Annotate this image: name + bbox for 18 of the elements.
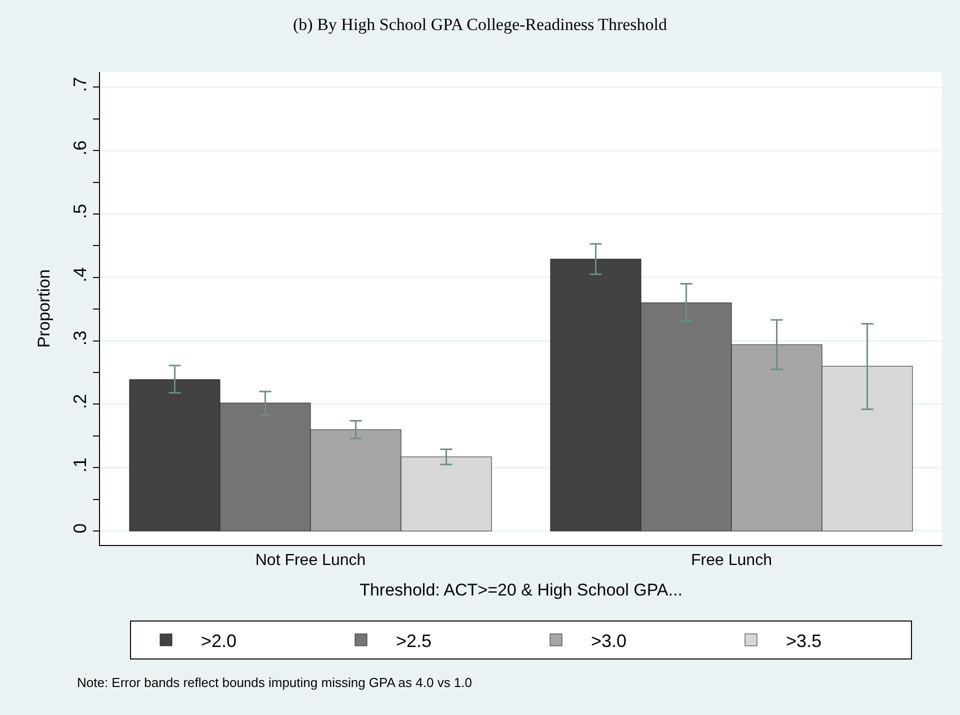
- x-tick-label: Free Lunch: [691, 552, 772, 570]
- legend-label: >2.0: [201, 630, 237, 651]
- y-tick-label: .2: [70, 394, 90, 410]
- y-axis-title: Proportion: [34, 269, 54, 348]
- y-tick-label: .3: [70, 330, 90, 346]
- legend-label: >2.5: [396, 630, 432, 651]
- y-tick-label: 0: [70, 523, 90, 534]
- x-axis-title: Threshold: ACT>=20 & High School GPA...: [360, 580, 682, 600]
- x-tick-label: Not Free Lunch: [255, 552, 366, 570]
- y-tick-label: .7: [70, 77, 90, 92]
- y-tick-label: .5: [70, 204, 90, 219]
- legend-label: >3.0: [591, 630, 627, 651]
- y-tick-label: .1: [70, 457, 90, 472]
- text: Note: Error bands reflect bounds imputing missing GPA as 4.0 vs 1.0: [77, 675, 472, 690]
- y-tick-label: .4: [70, 267, 90, 282]
- y-tick-label: .6: [70, 140, 90, 156]
- chart-title: (b) By High School GPA College-Readiness Threshold: [293, 14, 668, 34]
- legend-label: >3.5: [786, 630, 822, 651]
